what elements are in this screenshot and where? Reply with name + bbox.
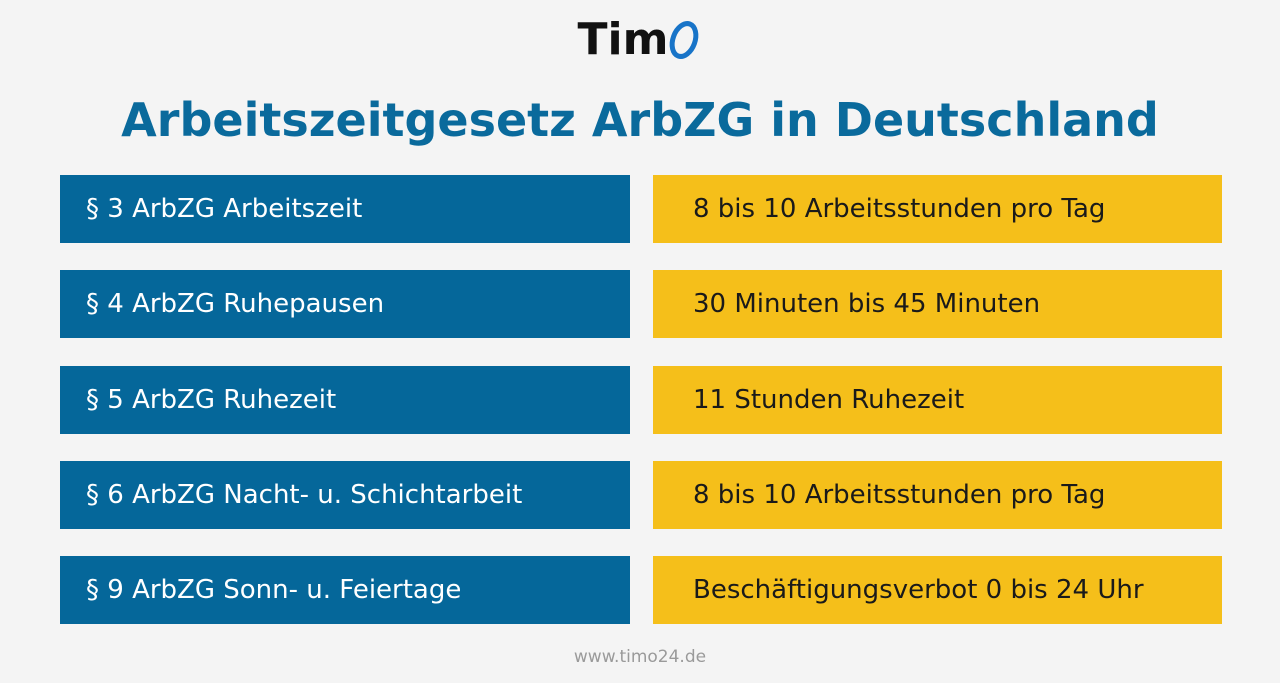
- law-cell: § 5 ArbZG Ruhezeit: [60, 366, 630, 434]
- footer-url: www.timo24.de: [573, 647, 707, 667]
- law-cell: § 9 ArbZG Sonn- u. Feiertage: [60, 556, 630, 624]
- rule-cell: 8 bis 10 Arbeitsstunden pro Tag: [653, 175, 1222, 243]
- table-row: § 5 ArbZG Ruhezeit 11 Stunden Ruhezeit: [60, 366, 1222, 434]
- logo-text: Tim: [577, 14, 669, 65]
- rule-cell: 8 bis 10 Arbeitsstunden pro Tag: [653, 461, 1222, 529]
- table-row: § 6 ArbZG Nacht- u. Schichtarbeit 8 bis …: [60, 461, 1222, 529]
- page-title: Arbeitszeitgesetz ArbZG in Deutschland: [121, 93, 1159, 147]
- law-cell: § 6 ArbZG Nacht- u. Schichtarbeit: [60, 461, 630, 529]
- law-cell: § 3 ArbZG Arbeitszeit: [60, 175, 630, 243]
- rule-cell: 30 Minuten bis 45 Minuten: [653, 270, 1222, 338]
- rule-cell: 11 Stunden Ruhezeit: [653, 366, 1222, 434]
- law-cell: § 4 ArbZG Ruhepausen: [60, 270, 630, 338]
- logo-wordmark: Tim: [578, 12, 703, 68]
- rule-cell: Beschäftigungsverbot 0 bis 24 Uhr: [653, 556, 1222, 624]
- logo: Tim: [0, 12, 1280, 68]
- table-row: § 9 ArbZG Sonn- u. Feiertage Beschäftigu…: [60, 556, 1222, 624]
- table-row: § 4 ArbZG Ruhepausen 30 Minuten bis 45 M…: [60, 270, 1222, 338]
- table-row: § 3 ArbZG Arbeitszeit 8 bis 10 Arbeitsst…: [60, 175, 1222, 243]
- logo-o-icon: [668, 12, 702, 68]
